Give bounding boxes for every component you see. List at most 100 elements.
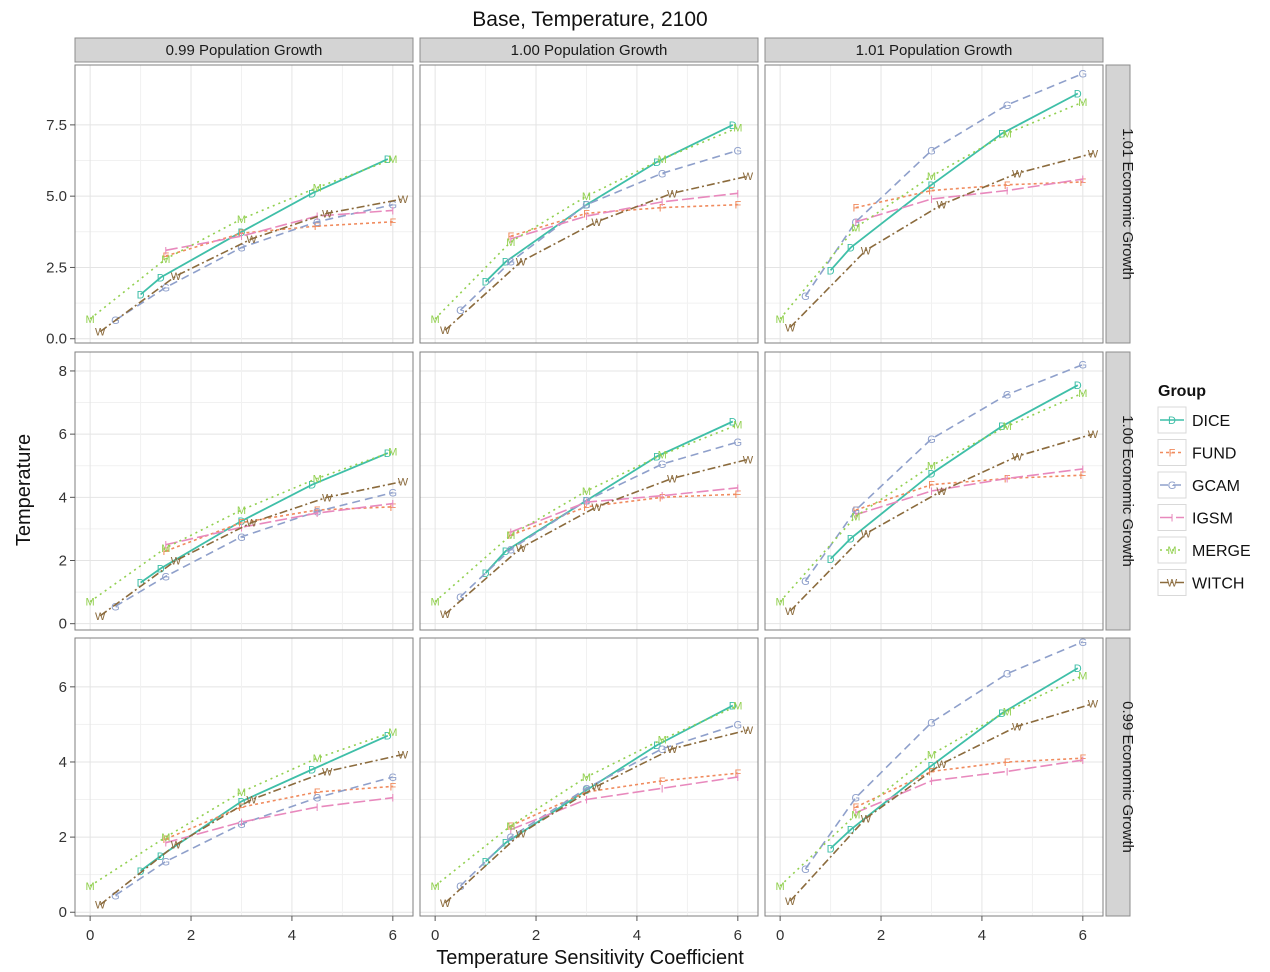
series-line-igsm	[510, 776, 738, 831]
data-point-merge: M	[927, 749, 936, 761]
series-line-fund	[855, 757, 1083, 808]
data-point-igsm: I	[736, 772, 739, 784]
data-point-merge: M	[927, 171, 936, 183]
data-point-igsm: I	[930, 194, 933, 206]
data-point-igsm: I	[930, 486, 933, 498]
data-point-witch: W	[936, 200, 947, 212]
panel-border	[74, 64, 414, 344]
data-point-merge: M	[506, 530, 515, 542]
data-point-witch: W	[398, 194, 409, 206]
data-point-witch: W	[785, 896, 796, 908]
data-point-dice: D	[137, 578, 145, 590]
series-line-fund	[855, 474, 1083, 511]
data-point-dice: D	[308, 480, 316, 492]
series-line-fund	[510, 493, 738, 536]
data-point-gcam: G	[162, 282, 171, 294]
x-tick-label: 4	[633, 927, 641, 944]
data-point-fund: F	[734, 489, 741, 501]
data-point-dice: D	[928, 761, 936, 773]
data-point-witch: W	[171, 840, 182, 852]
data-point-merge: M	[582, 772, 591, 784]
data-point-gcam: G	[852, 217, 861, 229]
data-point-igsm: I	[854, 808, 857, 820]
data-point-merge: M	[431, 881, 440, 893]
data-point-igsm: I	[240, 817, 243, 829]
data-point-witch: W	[743, 725, 754, 737]
series-line-gcam	[804, 72, 1084, 297]
data-point-igsm: I	[316, 508, 319, 520]
panel-border	[764, 64, 1104, 344]
data-point-witch: W	[936, 759, 947, 771]
data-point-witch: W	[516, 828, 527, 840]
data-point-witch: W	[171, 556, 182, 568]
data-point-dice: D	[1074, 89, 1082, 101]
data-point-dice: D	[583, 785, 591, 797]
data-point-gcam: G	[456, 305, 465, 317]
data-point-merge: M	[388, 154, 397, 166]
data-point-igsm: I	[736, 188, 739, 200]
data-point-witch: W	[516, 257, 527, 269]
data-point-gcam: G	[927, 718, 936, 730]
data-point-dice: D	[998, 128, 1006, 140]
series-line-witch	[444, 175, 749, 331]
data-point-dice: D	[157, 851, 165, 863]
series-line-dice	[829, 92, 1079, 271]
legend-key-marker: M	[1167, 545, 1176, 557]
data-point-igsm: I	[661, 491, 664, 503]
data-point-witch: W	[246, 234, 257, 246]
data-point-merge: M	[1003, 421, 1012, 433]
data-point-dice: D	[653, 157, 661, 169]
y-tick-label: 6	[59, 679, 67, 696]
data-point-merge: M	[237, 787, 246, 799]
x-tick-label: 6	[734, 927, 742, 944]
data-point-dice: D	[1074, 663, 1082, 675]
series-line-witch	[789, 702, 1094, 902]
data-point-gcam: G	[582, 783, 591, 795]
series-line-witch	[789, 152, 1094, 328]
series-line-merge	[779, 392, 1084, 603]
data-point-merge: M	[388, 447, 397, 459]
data-point-dice: D	[384, 154, 392, 166]
data-point-merge: M	[851, 810, 860, 822]
data-point-dice: D	[502, 546, 510, 558]
data-point-gcam: G	[927, 146, 936, 158]
series-line-merge	[779, 101, 1084, 320]
data-point-fund: F	[314, 221, 321, 233]
data-point-igsm: I	[1006, 766, 1009, 778]
data-point-igsm: I	[1081, 174, 1084, 186]
data-point-fund: F	[1004, 473, 1011, 485]
data-point-fund: F	[389, 217, 396, 229]
data-point-igsm: I	[854, 217, 857, 229]
data-point-gcam: G	[734, 437, 743, 449]
data-point-dice: D	[384, 448, 392, 460]
row-strip-label: 1.00 Economic Growth	[1119, 415, 1136, 567]
row-strip	[1105, 351, 1131, 631]
legend-label-fund: FUND	[1192, 446, 1236, 463]
data-point-fund: F	[238, 802, 245, 814]
data-point-gcam: G	[111, 890, 120, 902]
panel-background	[75, 352, 413, 630]
data-point-gcam: G	[658, 459, 667, 471]
data-point-merge: M	[582, 191, 591, 203]
column-strip-label: 1.00 Population Growth	[511, 42, 668, 59]
data-point-dice: D	[653, 451, 661, 463]
data-point-witch: W	[322, 766, 333, 778]
data-point-witch: W	[1012, 721, 1023, 733]
data-point-dice: D	[137, 290, 145, 302]
data-point-merge: M	[733, 123, 742, 135]
data-point-dice: D	[998, 708, 1006, 720]
series-line-gcam	[459, 441, 739, 598]
data-point-gcam: G	[389, 772, 398, 784]
data-point-fund: F	[1079, 177, 1086, 189]
data-point-dice: D	[928, 180, 936, 192]
column-strip	[419, 37, 759, 63]
data-point-dice: D	[998, 421, 1006, 433]
data-point-witch: W	[936, 486, 947, 498]
data-point-gcam: G	[1003, 390, 1012, 402]
data-point-igsm: I	[164, 838, 167, 850]
panel-border	[764, 351, 1104, 631]
data-point-igsm: I	[1081, 464, 1084, 476]
data-point-merge: M	[658, 450, 667, 462]
data-point-fund: F	[507, 231, 514, 243]
